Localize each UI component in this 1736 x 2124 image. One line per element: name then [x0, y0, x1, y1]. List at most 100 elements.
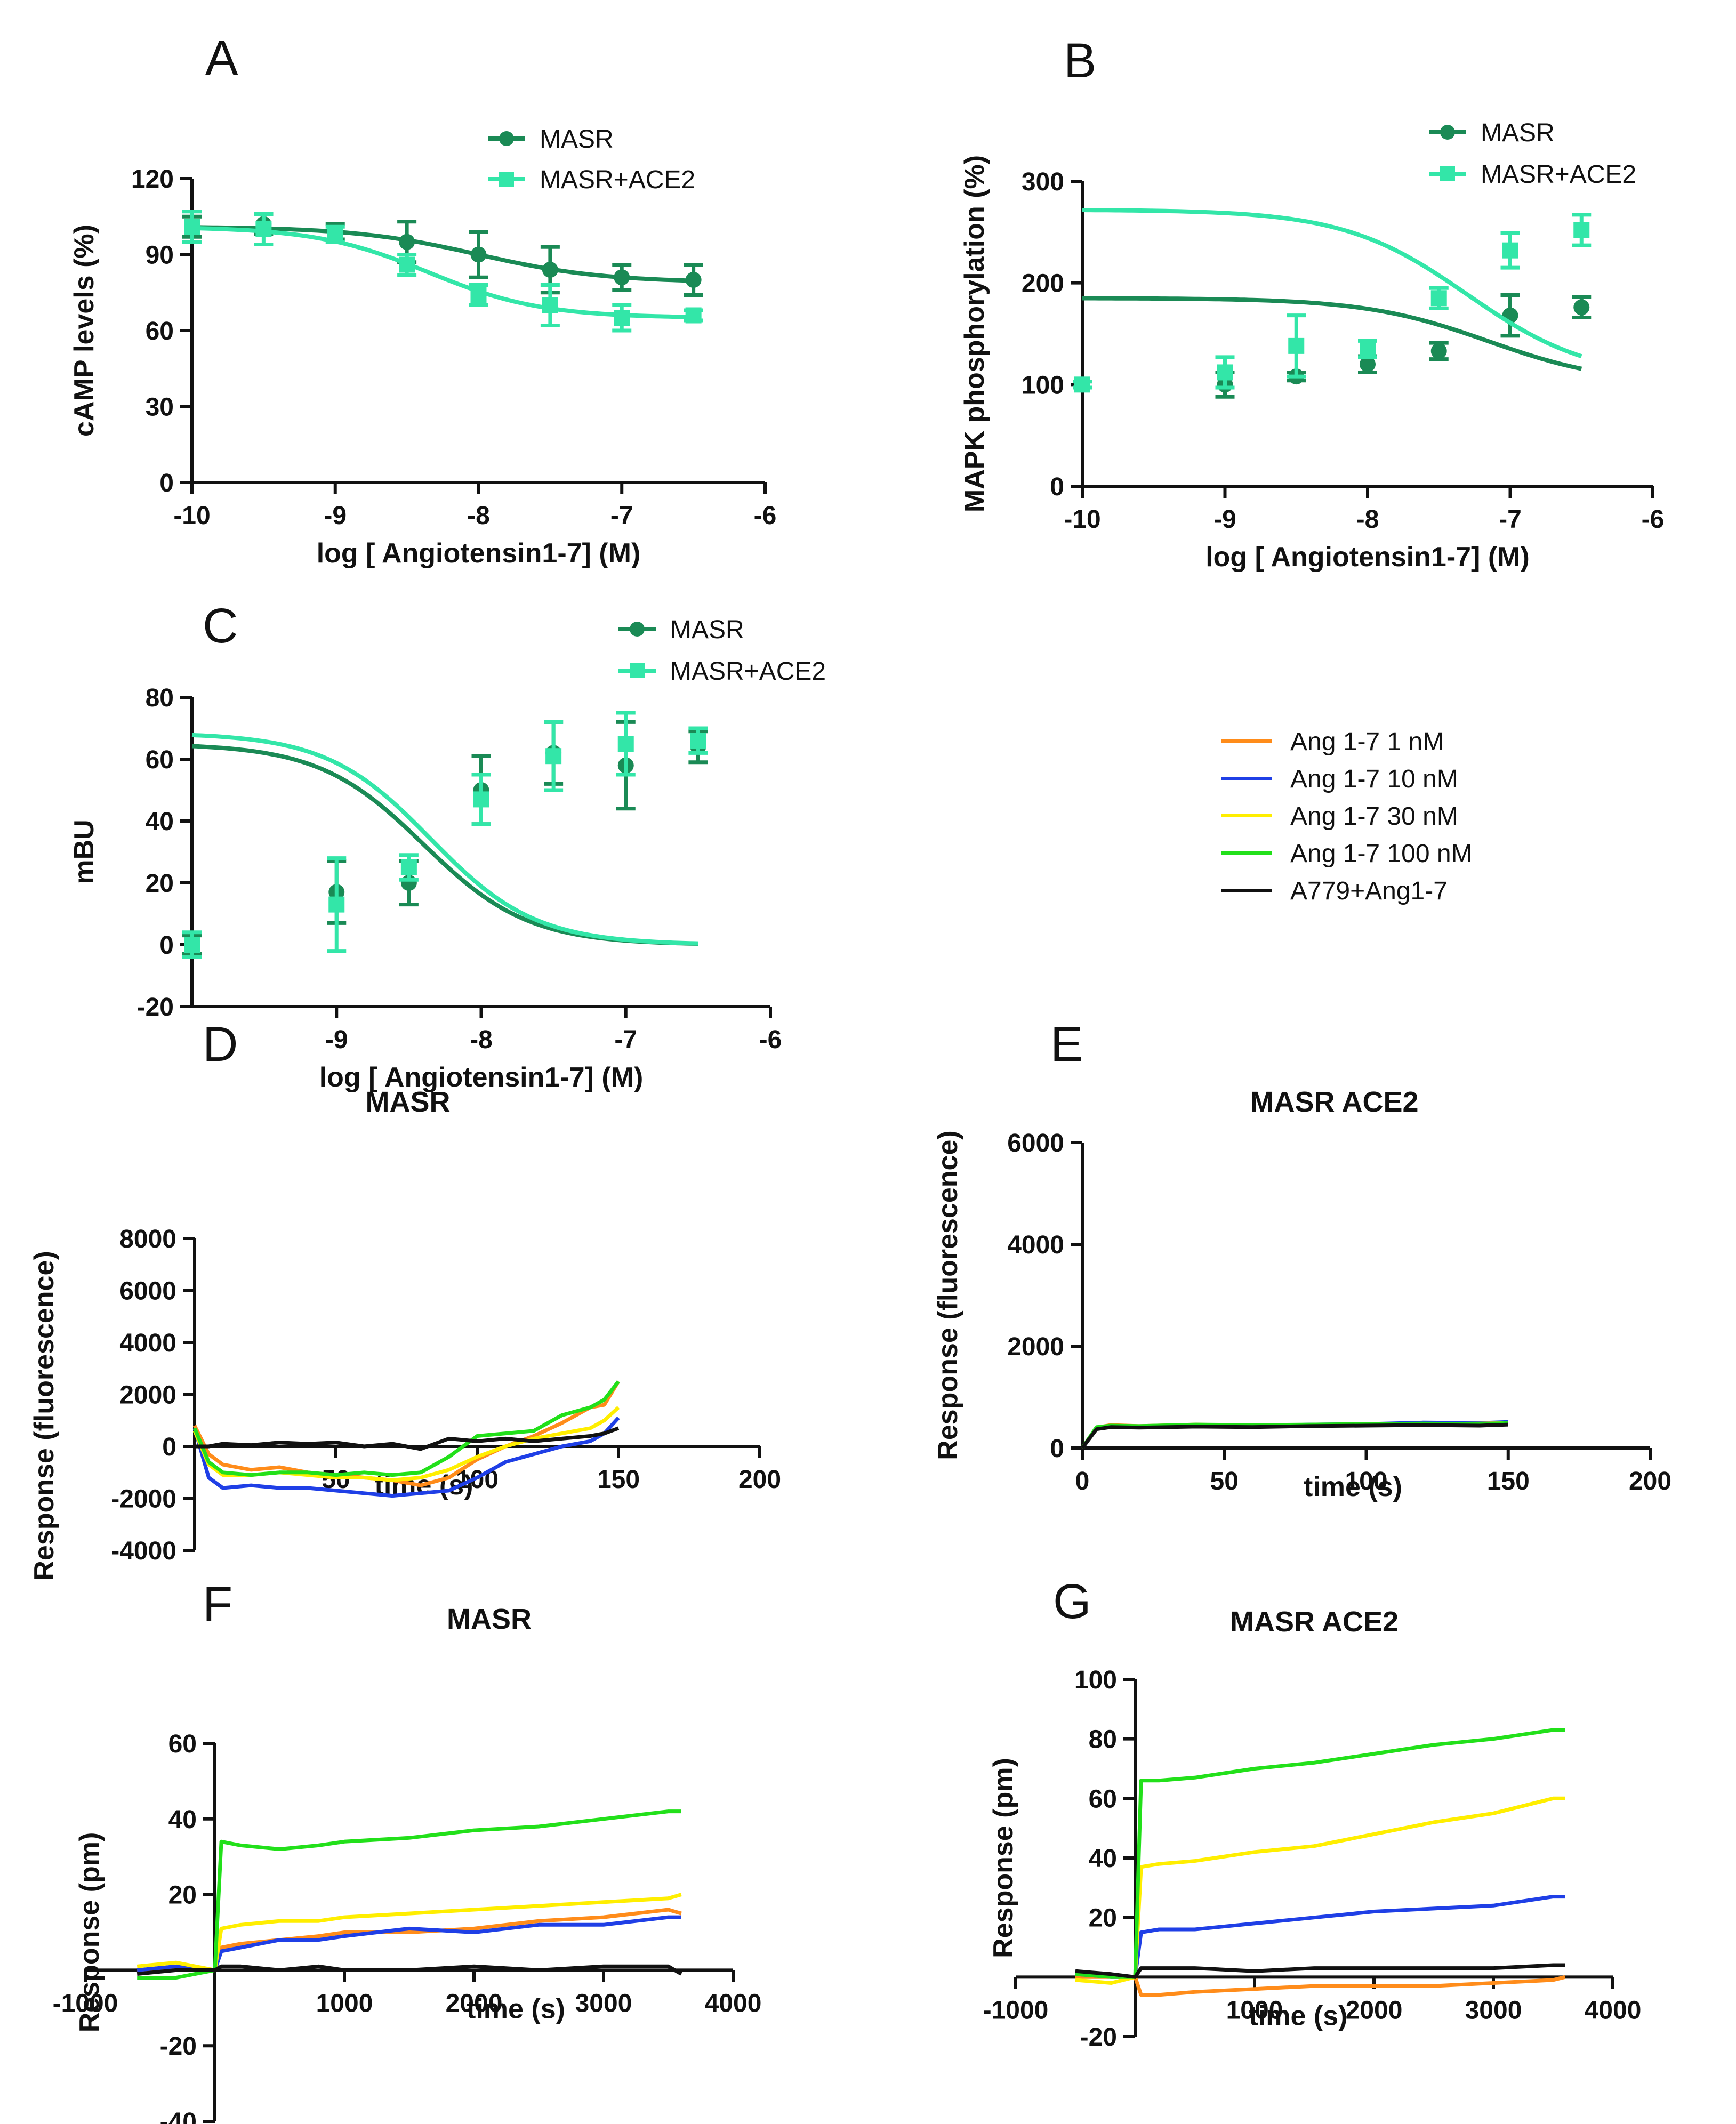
series-E-4 — [1081, 1422, 1508, 1450]
data-point — [1430, 290, 1447, 307]
fit-curve — [1082, 296, 1582, 371]
data-point — [399, 234, 415, 250]
trace-legend-entry-3: Ang 1-7 100 nM — [1221, 840, 1473, 868]
legend-entry-A-1: MASR+ACE2 — [488, 166, 695, 194]
y-tick-label-C: 20 — [146, 870, 174, 898]
trace-legend-label: Ang 1-7 100 nM — [1290, 840, 1473, 868]
trace-legend-entry-0: Ang 1-7 1 nM — [1221, 728, 1444, 756]
x-axis-label-B: log [ Angiotensin1-7] (M) — [1205, 542, 1530, 573]
legend-label: MASR — [540, 125, 614, 154]
y-tick-label-D: 0 — [162, 1433, 176, 1461]
y-axis-label-F: Response (pm) — [74, 1832, 105, 2033]
data-point — [545, 748, 562, 765]
y-tick-label-B: 200 — [1022, 270, 1064, 298]
y-tick-label-D: -2000 — [111, 1485, 176, 1514]
data-point — [690, 733, 706, 749]
y-tick-label-B: 300 — [1022, 168, 1064, 196]
x-tick-label-D: 200 — [738, 1466, 781, 1494]
series-F-3 — [137, 1809, 681, 1980]
trace-legend-entry-2: Ang 1-7 30 nM — [1221, 802, 1458, 831]
data-point — [1430, 343, 1447, 359]
data-point — [542, 297, 558, 313]
y-tick-label-C: 40 — [146, 808, 174, 836]
series-B-0 — [1073, 293, 1592, 399]
panel-label-G: G — [1053, 1574, 1091, 1629]
x-tick-label-B: -7 — [1499, 505, 1522, 534]
trace-legend-label: Ang 1-7 10 nM — [1290, 765, 1458, 793]
series-D-0 — [192, 1380, 620, 1487]
y-axis-label-C: mBU — [69, 819, 100, 884]
y-axis-label-D: Response (fluorescence) — [29, 1251, 60, 1580]
legend-marker — [630, 663, 645, 678]
data-point — [473, 791, 489, 808]
fit-curve — [1082, 208, 1582, 359]
legend-marker — [499, 131, 514, 146]
legend-entry-A-0: MASR — [488, 125, 614, 154]
series-B-1 — [1073, 208, 1592, 393]
trace-legend: Ang 1-7 1 nM Ang 1-7 10 nM Ang 1-7 30 nM An… — [1221, 728, 1473, 905]
data-point — [1288, 337, 1305, 354]
legend-label: MASR+ACE2 — [670, 657, 826, 686]
trace-line — [136, 1964, 682, 1976]
x-tick-label-A: -10 — [173, 502, 210, 530]
legend-marker — [1440, 125, 1455, 140]
series-D-3 — [192, 1380, 620, 1477]
x-axis-label-A: log [ Angiotensin1-7] (M) — [317, 538, 641, 569]
legend-entry-B-1: MASR+ACE2 — [1429, 160, 1636, 189]
series-C-1 — [182, 711, 708, 959]
legend-marker — [1440, 166, 1455, 181]
series-D-4 — [195, 1426, 620, 1451]
y-axis-label-G: Response (pm) — [988, 1758, 1019, 1958]
x-tick-label-G: 4000 — [1585, 1996, 1642, 2024]
data-point — [399, 256, 415, 273]
series-G-3 — [1075, 1728, 1565, 1979]
x-tick-label-A: -8 — [467, 502, 490, 530]
data-point — [184, 219, 200, 235]
y-tick-label-E: 2000 — [1007, 1333, 1064, 1361]
x-tick-label-C: -7 — [614, 1026, 637, 1054]
panel-title-F: MASR — [447, 1603, 532, 1635]
series-A-1 — [182, 210, 703, 333]
legend-marker — [499, 172, 514, 187]
data-point — [1502, 242, 1518, 259]
y-tick-label-G: 100 — [1074, 1666, 1117, 1694]
y-axis-label-E: Response (fluorescence) — [933, 1130, 963, 1460]
y-tick-label-C: 0 — [159, 931, 174, 960]
x-tick-label-E: 150 — [1487, 1467, 1530, 1495]
x-tick-label-G: 2000 — [1346, 1996, 1403, 2024]
y-tick-label-F: -20 — [160, 2032, 197, 2061]
x-tick-label-B: -9 — [1213, 505, 1236, 534]
y-tick-label-C: -20 — [137, 993, 174, 1021]
y-tick-label-D: 4000 — [119, 1329, 176, 1357]
trace-line — [192, 1380, 620, 1487]
legend-entry-B-0: MASR — [1429, 119, 1555, 147]
y-tick-label-A: 120 — [131, 165, 174, 194]
y-tick-label-F: 20 — [168, 1881, 197, 1910]
y-tick-label-G: 80 — [1089, 1726, 1117, 1754]
data-point — [470, 246, 487, 263]
x-tick-label-B: -6 — [1642, 505, 1665, 534]
panel-A: A 0 30 60 90 120 -10 -9 -8 -7 -6 log [ Angiotensin1… — [69, 31, 776, 569]
series-F-4 — [136, 1964, 682, 1976]
x-tick-label-A: -9 — [324, 502, 347, 530]
panel-E: E MASR ACE2 0 2000 4000 6000 0 50 100 150 200 time … — [933, 1017, 1671, 1502]
x-tick-label-C: -6 — [759, 1026, 782, 1054]
data-point — [614, 269, 630, 286]
legend-label: MASR+ACE2 — [540, 166, 695, 194]
trace-legend-entry-1: Ang 1-7 10 nM — [1221, 765, 1458, 793]
y-tick-label-F: 40 — [168, 1806, 197, 1834]
legend-label: MASR+ACE2 — [1481, 160, 1636, 189]
x-tick-label-B: -8 — [1356, 505, 1379, 534]
trace-line — [192, 1417, 620, 1498]
panel-label-C: C — [203, 599, 238, 653]
x-tick-label-F: 2000 — [446, 1989, 503, 2017]
x-tick-label-G: 1000 — [1226, 1996, 1283, 2024]
trace-line — [1075, 1963, 1565, 1979]
panel-label-E: E — [1050, 1017, 1083, 1072]
x-tick-label-E: 50 — [1210, 1467, 1239, 1495]
y-tick-label-E: 6000 — [1007, 1129, 1064, 1157]
trace-line — [1075, 1895, 1565, 1979]
y-tick-label-G: 20 — [1089, 1904, 1117, 1933]
